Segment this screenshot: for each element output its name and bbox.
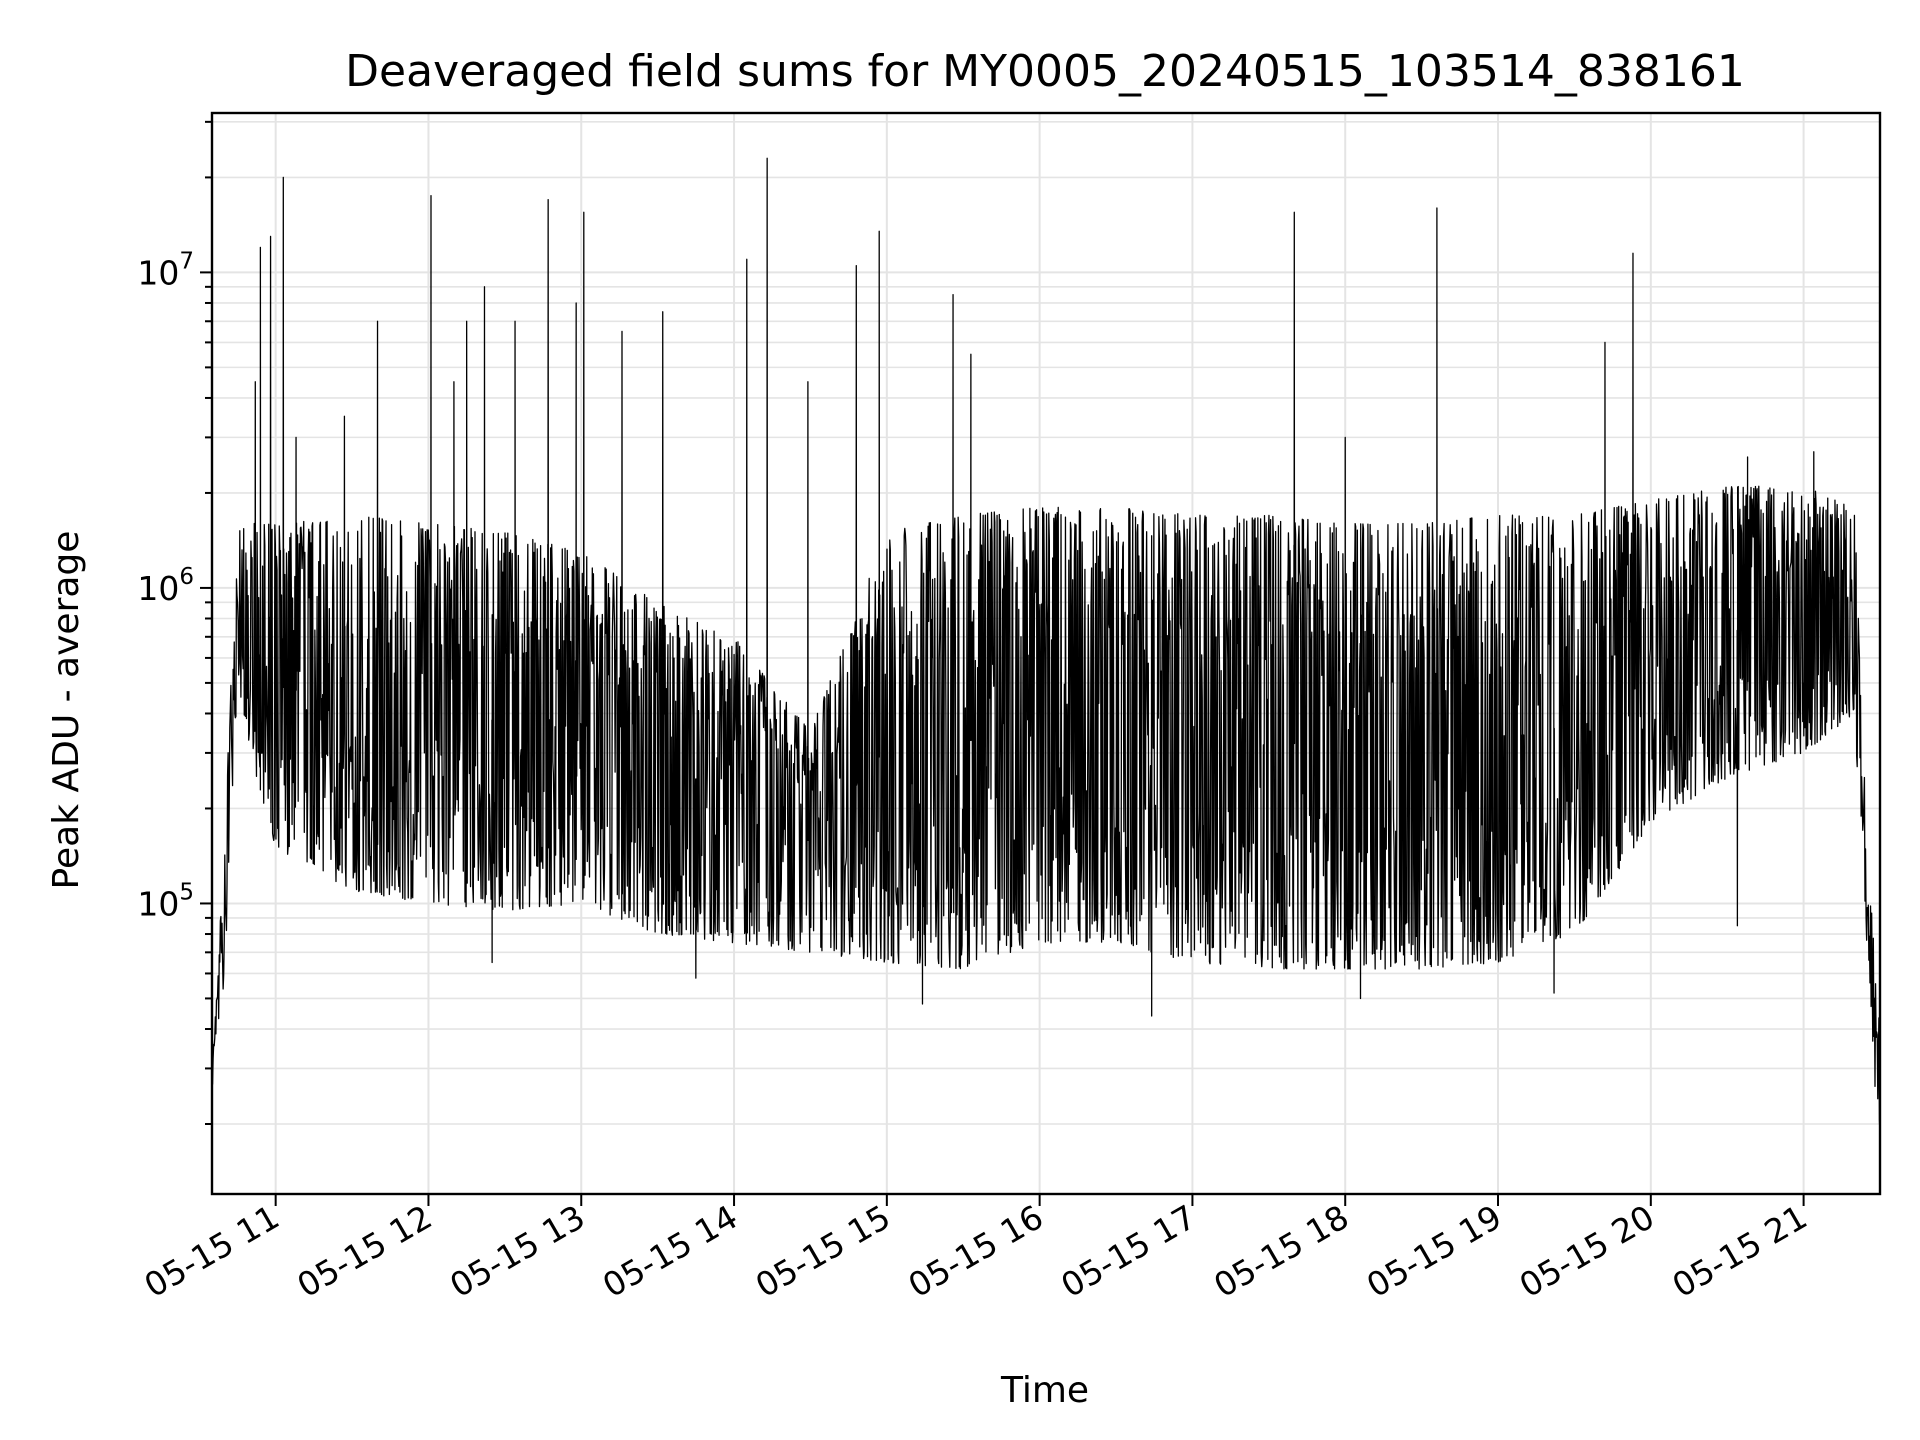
y-axis-label: Peak ADU - average [46,531,87,890]
series-line [212,157,1880,1133]
chart-title: Deaveraged field sums for MY0005_2024051… [345,46,1745,97]
y-tick-base: 10 [137,253,179,292]
y-tick-exponent: 5 [179,879,194,905]
y-tick-label: 107 [137,248,194,292]
y-tick-label: 105 [137,879,194,923]
y-tick-base: 10 [137,569,179,608]
series-group [212,157,1880,1133]
y-tick-label: 106 [137,564,194,608]
y-tick-exponent: 7 [179,248,194,274]
y-tick-exponent: 6 [179,564,194,590]
y-tick-base: 10 [137,884,179,923]
plot-frame [210,111,1882,1196]
x-axis-label: Time [1000,1370,1089,1411]
